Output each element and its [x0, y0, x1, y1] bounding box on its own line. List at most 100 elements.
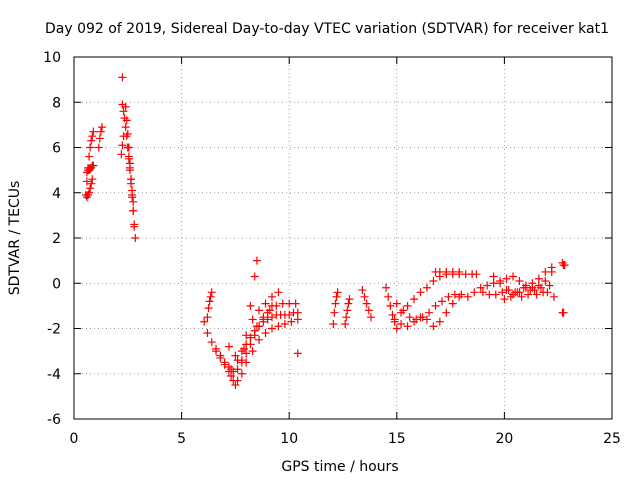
data-point	[265, 306, 274, 315]
data-point	[89, 161, 98, 170]
data-point	[261, 299, 270, 308]
tick-marks	[73, 56, 613, 420]
data-point	[122, 116, 131, 125]
series-arc-g	[121, 102, 139, 231]
data-point	[416, 313, 425, 322]
data-point	[536, 283, 545, 292]
data-point	[246, 333, 255, 342]
data-point	[431, 301, 440, 310]
data-point	[524, 290, 533, 299]
data-point	[366, 313, 375, 322]
data-point	[416, 288, 425, 297]
data-point	[96, 127, 105, 136]
data-point	[448, 267, 457, 276]
data-point	[231, 381, 240, 390]
data-point	[547, 263, 556, 272]
data-point	[97, 123, 106, 132]
data-point	[502, 286, 511, 295]
data-point	[250, 326, 259, 335]
data-point	[341, 319, 350, 328]
y-tick-labels: -6 -4 -2 0 2 4 6 8 10	[43, 50, 61, 428]
y-axis-label: SDTVAR / TECUs	[7, 181, 23, 296]
data-point	[250, 272, 259, 281]
data-point	[291, 299, 300, 308]
data-point	[448, 299, 457, 308]
data-point	[541, 267, 550, 276]
data-point	[252, 256, 261, 265]
data-point	[88, 132, 97, 141]
data-point	[293, 308, 302, 317]
data-point	[121, 102, 130, 111]
data-point	[117, 150, 126, 159]
data-point	[429, 276, 438, 285]
x-tick-label: 15	[388, 431, 406, 447]
y-tick-label: 4	[52, 186, 61, 202]
data-point	[128, 186, 137, 195]
series-arc-p	[248, 288, 283, 324]
x-tick-label: 5	[177, 431, 186, 447]
data-point	[345, 295, 354, 304]
data-point	[483, 281, 492, 290]
data-point	[384, 292, 393, 301]
grid-lines	[74, 57, 612, 419]
data-point	[470, 288, 479, 297]
data-point	[437, 297, 446, 306]
data-point	[124, 152, 133, 161]
data-point	[85, 188, 94, 197]
data-point	[207, 288, 216, 297]
data-point	[390, 315, 399, 324]
data-point	[478, 288, 487, 297]
data-point	[129, 197, 138, 206]
series-arc-d	[94, 123, 106, 152]
series-arc-x	[397, 292, 464, 331]
data-point	[496, 279, 505, 288]
series-arc-c	[82, 175, 97, 202]
data-point	[410, 317, 419, 326]
data-point	[392, 299, 401, 308]
data-point	[287, 317, 296, 326]
data-point	[212, 344, 221, 353]
series-arc-ad	[558, 258, 569, 270]
series-arc-n	[224, 308, 302, 360]
series-arc-i	[118, 73, 127, 82]
data-point	[560, 261, 569, 270]
data-point	[293, 349, 302, 358]
data-point	[267, 324, 276, 333]
data-point	[392, 324, 401, 333]
y-tick-label: 0	[52, 276, 61, 292]
series-arc-ae	[558, 308, 568, 317]
data-point	[242, 340, 251, 349]
data-point	[541, 276, 550, 285]
data-point	[463, 292, 472, 301]
data-point	[331, 299, 340, 308]
data-point	[207, 338, 216, 347]
data-point	[205, 297, 214, 306]
series-arc-t	[358, 286, 375, 322]
data-point	[476, 283, 485, 292]
data-point	[429, 322, 438, 331]
series-arc-k	[203, 288, 216, 322]
data-point	[123, 143, 132, 152]
data-point	[86, 184, 95, 193]
data-point	[237, 369, 246, 378]
data-point	[118, 73, 127, 82]
data-point	[515, 276, 524, 285]
data-point	[119, 107, 128, 116]
data-point	[382, 283, 391, 292]
series-arc-h	[123, 143, 138, 206]
data-point	[248, 347, 257, 356]
x-tick-labels: 0 5 10 15 20 25	[70, 431, 621, 447]
data-point	[255, 306, 264, 315]
data-point	[559, 308, 568, 317]
data-point	[444, 292, 453, 301]
data-points	[81, 73, 569, 390]
data-point	[528, 279, 537, 288]
data-point	[263, 315, 272, 324]
data-point	[118, 141, 127, 150]
data-point	[343, 306, 352, 315]
data-point	[333, 288, 342, 297]
data-point	[233, 356, 242, 365]
data-point	[364, 306, 373, 315]
data-point	[129, 206, 138, 215]
y-tick-label: -6	[47, 412, 61, 428]
